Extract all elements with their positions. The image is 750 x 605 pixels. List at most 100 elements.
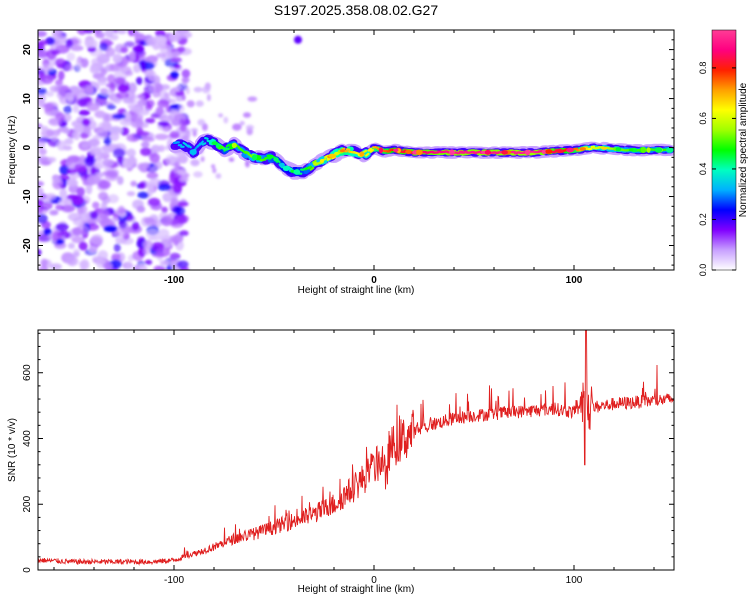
noise-blob [162, 127, 170, 132]
noise-blob [34, 199, 44, 205]
noise-blob [152, 91, 160, 98]
noise-blob [84, 39, 98, 48]
noise-blob [125, 71, 133, 77]
noise-blob [84, 125, 91, 135]
ridge-segment [227, 145, 229, 146]
ridge-segment [364, 151, 366, 152]
noise-blob [55, 204, 64, 210]
noise-blob [70, 45, 83, 51]
noise-blob [148, 181, 154, 189]
ridge-blob [641, 147, 647, 153]
noise-blob [207, 94, 211, 101]
ridge-blob [267, 156, 272, 160]
noise-blob [67, 52, 76, 61]
noise-blob [246, 125, 254, 130]
noise-blob [89, 246, 97, 253]
ridge-blob [190, 149, 197, 154]
noise-blob [185, 130, 191, 138]
noise-blob [240, 121, 245, 126]
noise-blob [55, 58, 66, 67]
ridge-segment [188, 146, 190, 148]
noise-blob [82, 118, 91, 126]
noise-blob [105, 171, 117, 177]
y-tick-label: 200 [22, 495, 33, 512]
noise-blob [170, 57, 182, 62]
noise-blob [69, 156, 79, 163]
noise-blob [179, 177, 189, 182]
ridge-blob [501, 150, 508, 155]
snr-y-axis-label: SNR (10 * v/v) [7, 418, 18, 482]
noise-blob [120, 119, 133, 126]
noise-blob [116, 92, 129, 99]
noise-blob [170, 235, 184, 244]
noise-blob [45, 193, 56, 199]
colorbar-gradient [712, 30, 736, 270]
noise-blob [76, 59, 82, 70]
noise-blob [139, 98, 146, 106]
noise-blob [175, 162, 181, 168]
noise-blob [103, 149, 111, 155]
noise-blob [155, 134, 169, 140]
ridge-segment [356, 153, 358, 154]
noise-blob [47, 157, 56, 162]
ridge-blob [616, 147, 622, 151]
noise-blob [197, 119, 205, 126]
ridge-blob [416, 150, 423, 156]
noise-blob [117, 176, 124, 185]
noise-blob [39, 148, 47, 155]
noise-blob [141, 137, 154, 142]
ridge-blob [545, 149, 552, 154]
noise-blob [77, 98, 88, 107]
ridge-segment [335, 151, 337, 152]
noise-blob [97, 210, 109, 219]
noise-blob [146, 230, 159, 240]
noise-blob [127, 191, 135, 196]
noise-blob [73, 105, 79, 113]
colorbar-tick-label: 0.4 [698, 163, 708, 176]
ridge-blob [601, 147, 607, 150]
noise-blob [114, 243, 121, 252]
noise-blob [39, 266, 48, 272]
spectrogram-x-axis-label: Height of straight line (km) [298, 285, 415, 296]
ridge-blob [294, 169, 301, 175]
noise-blob [137, 236, 145, 241]
ridge-blob [580, 147, 586, 151]
ridge-blob [556, 149, 563, 153]
ridge-segment [246, 152, 248, 153]
noise-blob [56, 223, 69, 231]
noise-blob [145, 260, 152, 265]
noise-blob [92, 255, 102, 262]
noise-blob [143, 247, 150, 255]
ridge-blob [525, 150, 530, 156]
noise-blob [76, 225, 88, 235]
colorbar-tick-label: 0.0 [698, 264, 708, 277]
noise-blob [68, 213, 81, 222]
ridge-segment [311, 168, 313, 170]
noise-blob [73, 252, 79, 257]
noise-blob [158, 121, 170, 126]
noise-blob [101, 89, 114, 95]
colorbar-label: Normalized spectral amplitude [738, 82, 749, 217]
noise-blob [68, 243, 75, 249]
noise-blob [151, 145, 161, 153]
noise-blob [137, 163, 147, 171]
noise-blob [90, 211, 98, 219]
noise-blob [59, 199, 69, 204]
x-tick-label: 100 [566, 275, 583, 286]
noise-blob [84, 156, 95, 167]
ridge-blob [666, 147, 673, 152]
noise-blob [63, 127, 69, 134]
noise-blob [58, 71, 65, 81]
noise-blob [169, 99, 176, 104]
noise-blob [161, 207, 167, 213]
noise-blob [67, 179, 79, 186]
x-tick-label: 100 [566, 575, 583, 586]
noise-blob [73, 131, 80, 140]
x-tick-label: -100 [164, 575, 184, 586]
y-tick-label: 600 [22, 364, 33, 381]
noise-blob [161, 216, 173, 227]
noise-blob [67, 194, 79, 200]
noise-blob [181, 77, 189, 83]
